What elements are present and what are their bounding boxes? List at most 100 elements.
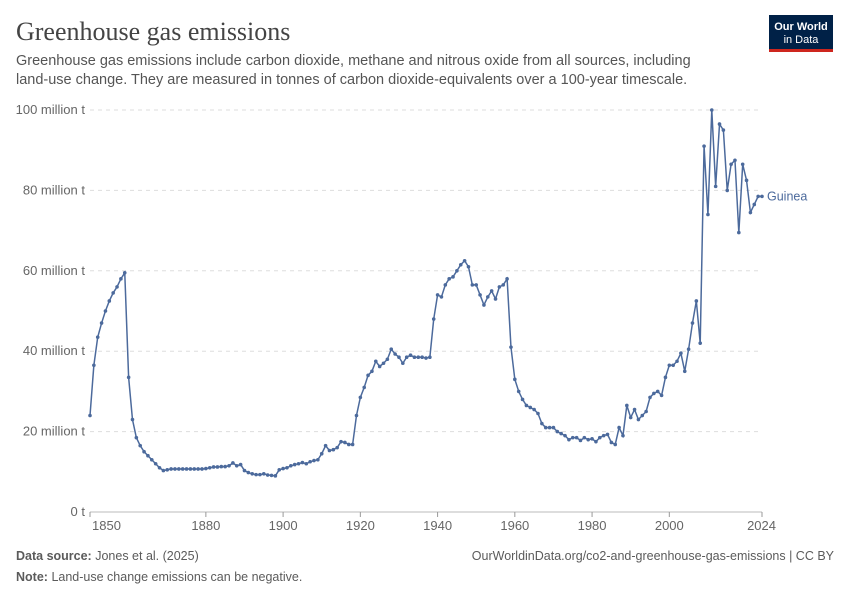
data-point [134, 435, 139, 440]
note-label: Note: [16, 570, 48, 584]
data-point [107, 299, 112, 303]
data-point [702, 144, 706, 148]
x-tick-label: 1980 [578, 518, 607, 533]
data-point [95, 335, 100, 339]
data-point [570, 435, 575, 440]
data-point [505, 277, 509, 281]
data-point [173, 467, 177, 471]
x-tick-label: 2024 [747, 518, 776, 533]
data-point [524, 403, 529, 408]
data-point [377, 364, 382, 369]
x-tick-label: 1880 [191, 518, 220, 533]
data-point [149, 457, 154, 462]
data-point [455, 269, 459, 273]
data-point [327, 448, 332, 453]
data-point [157, 465, 162, 470]
url[interactable]: OurWorldinData.org/co2-and-greenhouse-ga… [472, 549, 835, 563]
logo-box [769, 15, 833, 51]
data-point [659, 393, 664, 398]
data-point [594, 439, 598, 444]
data-point [200, 467, 204, 471]
series-line [89, 109, 762, 477]
data-point [640, 413, 645, 418]
data-point [265, 473, 270, 477]
data-point [242, 468, 247, 473]
data-point [231, 461, 235, 465]
logo[interactable]: Our World in Data [769, 15, 833, 52]
data-point [501, 283, 506, 287]
data-point [636, 417, 641, 422]
data-point [246, 470, 251, 475]
data-point [385, 357, 390, 362]
data-point [184, 467, 189, 471]
data-point [574, 435, 579, 440]
subtitle: land-use change. They are measured in to… [16, 72, 687, 88]
data-point [590, 437, 594, 441]
data-point [516, 389, 521, 394]
data-point [420, 355, 424, 360]
data-point [88, 413, 92, 418]
data-point [92, 363, 96, 368]
data-point [130, 417, 135, 422]
data-point [709, 108, 714, 112]
data-point [744, 178, 749, 183]
data-point [528, 405, 533, 410]
data-point [207, 465, 212, 470]
data-point [485, 295, 490, 299]
x-tick-label: 1920 [346, 518, 375, 533]
data-point [161, 468, 166, 473]
source: Data source: Jones et al. (2025) [16, 549, 199, 563]
data-point [652, 391, 656, 396]
data-point [281, 466, 285, 471]
y-tick-label: 0 t [71, 504, 86, 519]
data-point [717, 122, 722, 126]
data-point [424, 356, 428, 360]
data-point [543, 425, 548, 430]
data-point [597, 435, 602, 440]
data-point [99, 321, 104, 325]
x-tick-label: 1960 [500, 518, 529, 533]
data-point [269, 473, 274, 478]
data-point [435, 293, 440, 297]
data-point [509, 345, 513, 349]
data-point [401, 361, 405, 366]
data-point [489, 289, 494, 293]
data-point [628, 415, 633, 420]
data-point [277, 467, 282, 472]
data-point [462, 258, 467, 263]
data-point [188, 467, 193, 471]
data-point [621, 433, 625, 438]
data-point [493, 297, 498, 301]
logo-text: Our World [774, 21, 828, 33]
data-point [335, 445, 339, 450]
data-point [760, 194, 764, 199]
series-label[interactable]: Guinea [767, 189, 807, 203]
data-point [686, 347, 691, 351]
data-point [740, 162, 745, 167]
x-tick-label: 2000 [655, 518, 684, 533]
data-point [261, 472, 266, 476]
data-point [729, 162, 733, 167]
data-point [559, 431, 563, 436]
data-point [370, 369, 374, 374]
y-tick-label: 60 million t [23, 263, 86, 278]
data-point [513, 377, 517, 382]
data-point [655, 389, 660, 394]
data-point [308, 459, 312, 464]
data-point [153, 461, 158, 466]
data-point [381, 361, 386, 366]
data-point [601, 433, 606, 438]
data-point [177, 467, 181, 471]
data-point [126, 375, 131, 380]
data-point [234, 463, 239, 468]
data-point [555, 429, 560, 434]
data-point [458, 262, 463, 267]
data-point [350, 442, 355, 447]
data-point [273, 474, 278, 478]
data-point [756, 194, 760, 199]
logo-text: in Data [784, 34, 820, 46]
data-point [204, 466, 208, 471]
data-point [122, 271, 127, 275]
data-point [748, 210, 753, 215]
